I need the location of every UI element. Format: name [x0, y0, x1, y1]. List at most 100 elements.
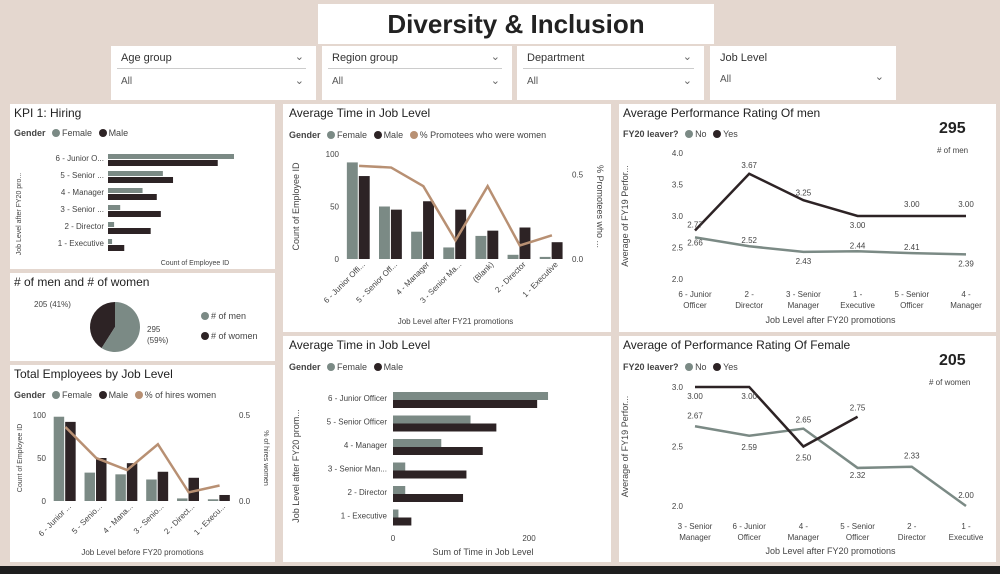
- legend-female[interactable]: Female: [62, 390, 93, 400]
- y-tick-label: 3.5: [672, 181, 684, 190]
- bar-female: [108, 188, 143, 193]
- legend-no[interactable]: No: [695, 129, 707, 139]
- perf-men-chart[interactable]: 4.0 3.5 3.0 2.5 2.0 2.66 2.52 2.43 2.44 2.41 2.39 2…: [619, 104, 996, 332]
- legend-pct[interactable]: % of hires women: [144, 390, 217, 400]
- men-women-panel[interactable]: # of men and # of women 205 (41%) 295 (59%…: [10, 273, 275, 361]
- line-yes: [695, 385, 859, 449]
- panel-title: # of men and # of women: [14, 275, 150, 289]
- x-tick-label: 2 -: [745, 290, 755, 299]
- legend-male[interactable]: Male: [108, 128, 129, 138]
- y-tick-label: 100: [326, 150, 340, 159]
- legend-yes[interactable]: Yes: [723, 129, 738, 139]
- data-label-yes: 2.75: [850, 404, 866, 413]
- filter-job-level[interactable]: Job Level All ⌄: [710, 46, 896, 100]
- data-label-no: 2.44: [850, 241, 866, 250]
- women-count-value: 205: [939, 352, 966, 369]
- avg-time-bar-panel[interactable]: Average Time in Job Level Gender Female …: [283, 336, 611, 562]
- filter-label: Region group: [332, 52, 399, 64]
- women-count-label: # of women: [929, 378, 971, 387]
- chevron-down-icon[interactable]: ⌄: [490, 51, 500, 63]
- bar-female: [108, 205, 121, 210]
- data-label-no: 2.39: [958, 259, 974, 268]
- x-axis-label: Job Level before FY20 promotions: [81, 548, 203, 557]
- bar-male: [393, 494, 464, 502]
- male-dot-icon: [373, 131, 382, 139]
- panel-title: Average Time in Job Level: [289, 338, 431, 352]
- x-tick-label: Manager: [950, 301, 982, 310]
- data-label-no: 2.43: [796, 257, 812, 266]
- bar-female: [393, 392, 549, 400]
- female-dot-icon: [327, 363, 336, 371]
- legend-male[interactable]: Male: [108, 390, 129, 400]
- kpi-hiring-panel[interactable]: KPI 1: Hiring Gender Female Male 6 - Jun…: [10, 104, 275, 269]
- legend-female[interactable]: Female: [62, 128, 93, 138]
- legend-men[interactable]: # of men: [197, 311, 246, 321]
- chevron-down-icon[interactable]: ⌄: [682, 75, 692, 87]
- line-pct: [359, 164, 553, 247]
- legend-women[interactable]: # of women: [197, 331, 258, 341]
- perf-men-panel[interactable]: Average Performance Rating Of men FY20 l…: [619, 104, 996, 332]
- filter-value[interactable]: All: [121, 76, 133, 87]
- legend-male[interactable]: Male: [383, 362, 404, 372]
- bar-female: [475, 235, 487, 259]
- filter-value[interactable]: All: [332, 76, 344, 87]
- men-women-pie[interactable]: 205 (41%) 295 (59%): [10, 273, 275, 361]
- tick-label: 6 - Junior Officer: [328, 394, 387, 403]
- x-tick-label: 4 - Mana...: [101, 502, 134, 535]
- y-tick-label: 2.5: [672, 443, 684, 452]
- filter-department[interactable]: Department ⌄ All ⌄: [517, 46, 704, 100]
- legend-title: FY20 leaver?: [623, 362, 679, 372]
- x-tick-label: 3 - Senior: [786, 290, 821, 299]
- avg-time-column-panel[interactable]: Average Time in Job Level Gender Female …: [283, 104, 611, 332]
- chevron-down-icon[interactable]: ⌄: [294, 51, 304, 63]
- line-pct: [64, 426, 220, 494]
- filter-region-group[interactable]: Region group ⌄ All ⌄: [322, 46, 512, 100]
- pie-label-men: 295: [147, 325, 161, 334]
- female-dot-icon: [52, 391, 61, 399]
- women-dot-icon: [201, 332, 209, 340]
- data-label-no: 2.00: [958, 491, 974, 500]
- chevron-down-icon[interactable]: ⌄: [874, 71, 884, 83]
- chevron-down-icon[interactable]: ⌄: [490, 75, 500, 87]
- y-tick-label: 50: [330, 203, 339, 212]
- filter-value[interactable]: All: [527, 76, 539, 87]
- perf-female-panel[interactable]: Average of Performance Rating Of Female …: [619, 336, 996, 562]
- total-employees-chart[interactable]: 100 50 0 0.5 0.0 6 - Junior ...5 - Senio...4 …: [10, 365, 275, 562]
- legend-female[interactable]: Female: [337, 130, 368, 140]
- male-dot-icon: [373, 363, 382, 371]
- y2-axis-label: % of hires women: [262, 430, 269, 486]
- data-label-yes: 3.00: [741, 392, 757, 401]
- avg-time-bar-chart[interactable]: 6 - Junior Officer 5 - Senior Officer 4 - …: [283, 336, 611, 562]
- bar-female: [393, 509, 399, 518]
- chevron-down-icon[interactable]: ⌄: [294, 75, 304, 87]
- legend-no[interactable]: No: [695, 362, 707, 372]
- kpi-hiring-chart[interactable]: 6 - Junior O... 5 - Senior ... 4 - Manager…: [10, 104, 275, 269]
- bar-female: [108, 154, 234, 159]
- legend-male[interactable]: Male: [383, 130, 404, 140]
- yes-dot-icon: [713, 363, 722, 371]
- bar-male: [455, 209, 467, 259]
- chevron-down-icon[interactable]: ⌄: [682, 51, 692, 63]
- legend-yes[interactable]: Yes: [723, 362, 738, 372]
- filter-age-group[interactable]: Age group ⌄ All ⌄: [111, 46, 316, 100]
- bar-male: [108, 194, 157, 200]
- perf-female-chart[interactable]: 3.0 2.5 2.0 2.67 2.59 2.65 2.32 2.33 2.00 3.00 3.0…: [619, 336, 996, 562]
- legend: Gender Female Male: [14, 128, 128, 138]
- tick-label: 5 - Senior Officer: [327, 418, 388, 427]
- y-axis-label: Average of FY19 Perfor...: [620, 165, 630, 266]
- data-label-yes: 2.77: [687, 220, 703, 229]
- legend-pct[interactable]: % Promotees who were women: [419, 130, 547, 140]
- bar-male: [96, 458, 107, 501]
- bar-male: [157, 471, 169, 501]
- tick-label: 1 - Executive: [58, 239, 105, 248]
- total-employees-panel[interactable]: Total Employees by Job Level Gender Fema…: [10, 365, 275, 562]
- data-label-yes: 3.00: [850, 221, 866, 230]
- filter-value[interactable]: All: [720, 74, 732, 85]
- bar-female: [115, 474, 126, 501]
- y-axis-label: Average of FY19 Perfor...: [620, 396, 630, 497]
- legend: FY20 leaver? No Yes: [623, 362, 738, 372]
- legend-female[interactable]: Female: [337, 362, 368, 372]
- bar-male: [393, 447, 483, 455]
- female-dot-icon: [327, 131, 336, 139]
